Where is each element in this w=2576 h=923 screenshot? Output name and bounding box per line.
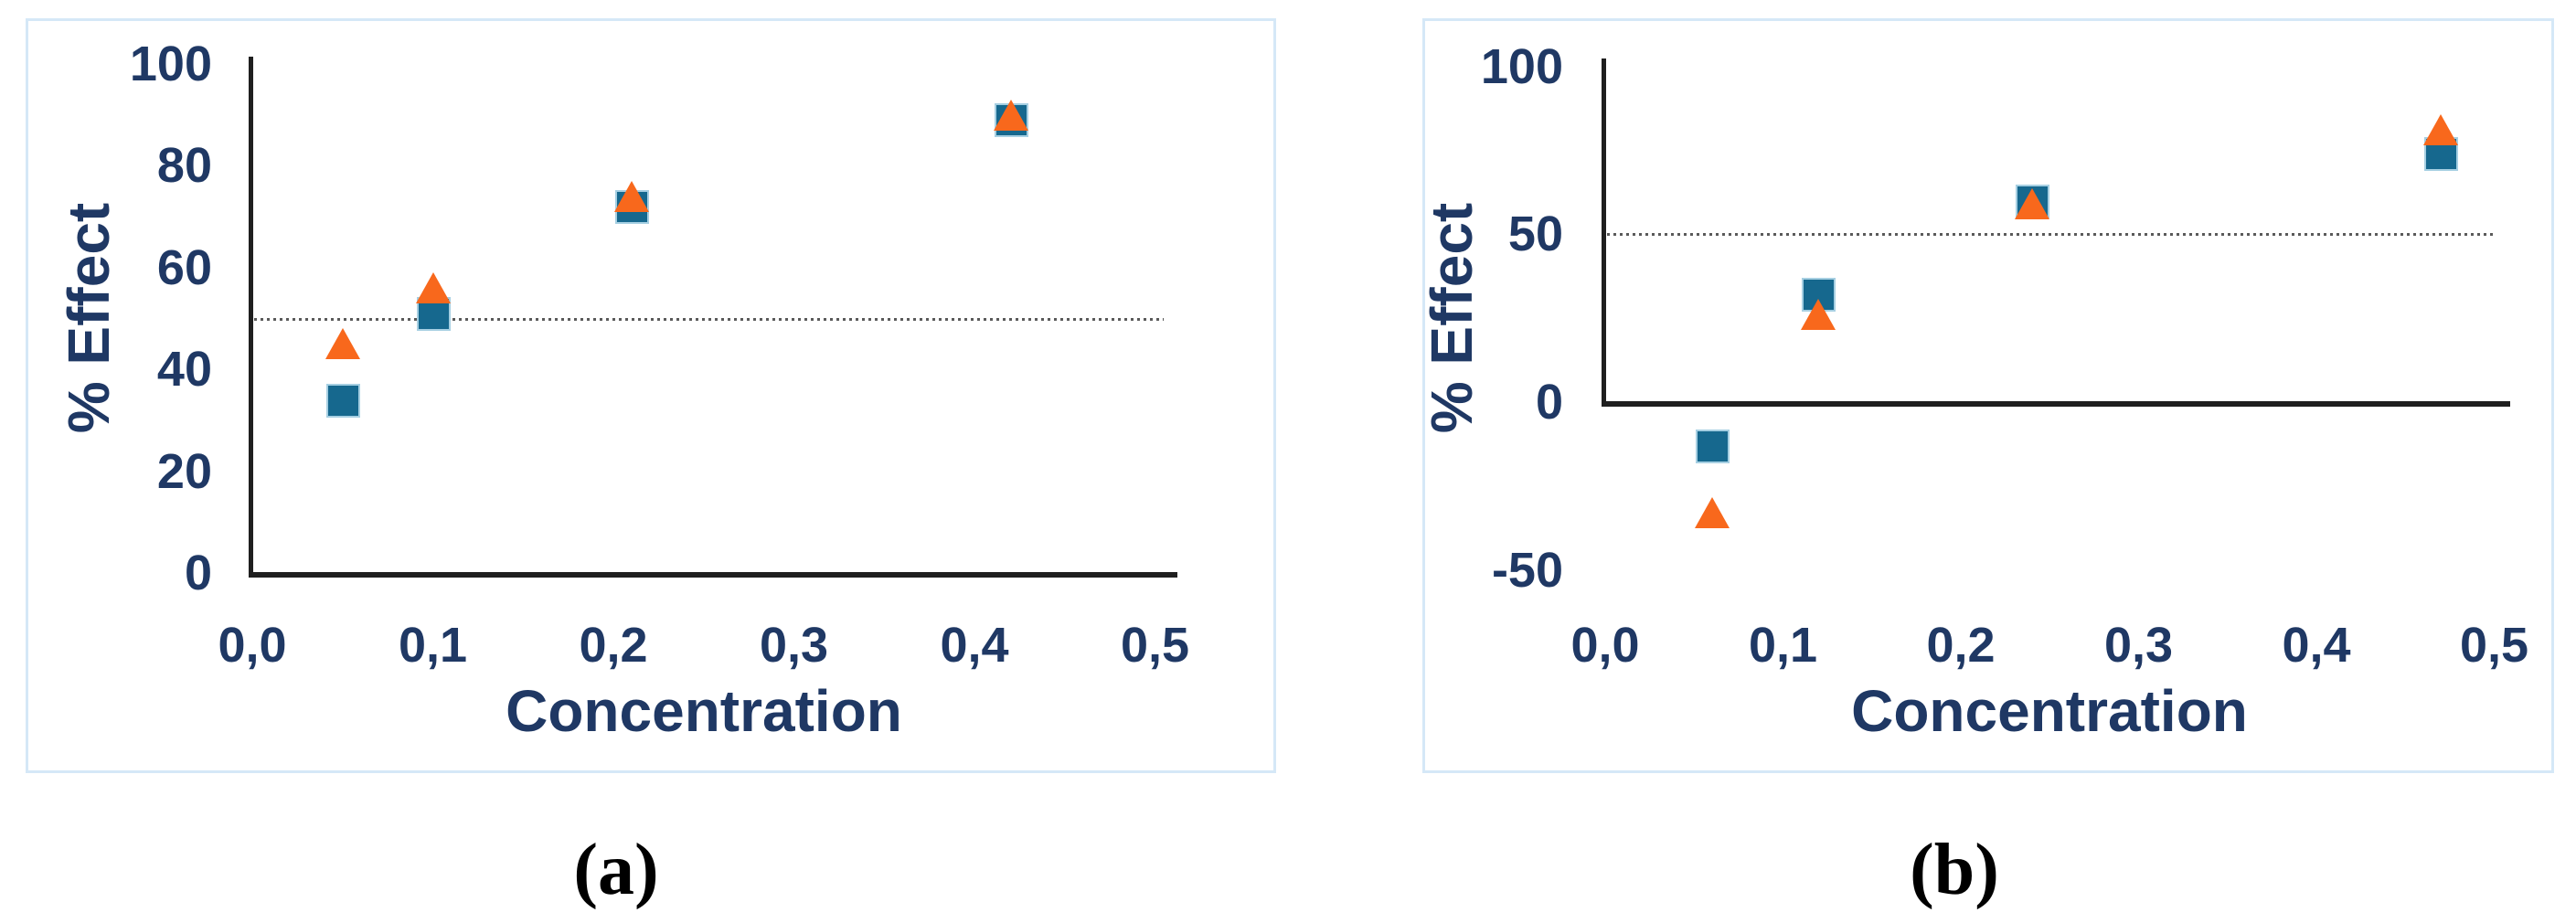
reference-line-50pct xyxy=(1607,233,2496,237)
y-tick-label: 40 xyxy=(156,342,212,398)
scatter-point-triangle xyxy=(1694,497,1730,529)
y-tick-label: 20 xyxy=(156,443,212,499)
y-tick-label: 80 xyxy=(156,138,212,194)
x-tick-label: 0,2 xyxy=(1926,618,1996,673)
x-tick-label: 0,0 xyxy=(218,618,287,673)
panel-caption-b: (b) xyxy=(1910,830,1999,910)
x-tick-label: 0,4 xyxy=(940,618,1009,673)
y-tick-label: 0 xyxy=(1535,375,1563,430)
x-tick-label: 0,3 xyxy=(2103,618,2174,673)
y-axis-line xyxy=(249,57,253,576)
x-axis-title-b: Concentration xyxy=(1851,678,2248,744)
scatter-point-triangle xyxy=(2423,114,2459,146)
x-tick-label: 0,3 xyxy=(759,618,829,673)
scatter-point-triangle xyxy=(325,328,360,360)
y-tick-label: 50 xyxy=(1507,207,1563,262)
scatter-point-square xyxy=(1695,429,1730,463)
x-tick-label: 0,5 xyxy=(2459,618,2529,673)
x-tick-label: 0,1 xyxy=(398,618,468,673)
panel-caption-a: (a) xyxy=(573,830,659,910)
x-axis-line xyxy=(249,572,1177,578)
x-tick-label: 0,0 xyxy=(1570,618,1640,673)
x-tick-label: 0,2 xyxy=(579,618,648,673)
scatter-point-triangle xyxy=(1801,299,1836,331)
y-axis-line xyxy=(1602,58,1606,405)
scatter-point-triangle xyxy=(993,99,1028,131)
reference-line-50pct xyxy=(254,317,1164,321)
x-tick-label: 0,1 xyxy=(1748,618,1818,673)
scatter-point-triangle xyxy=(415,272,451,304)
y-tick-label: 100 xyxy=(129,37,212,91)
y-tick-label: 60 xyxy=(156,239,212,295)
x-tick-label: 0,5 xyxy=(1120,618,1190,673)
x-axis-line xyxy=(1602,401,2510,407)
y-tick-label: 100 xyxy=(1480,38,1563,94)
scatter-point-triangle xyxy=(613,180,649,212)
scatter-point-square xyxy=(325,383,360,418)
chart-panel-b xyxy=(1422,18,2554,773)
y-axis-title-a: % Effect xyxy=(56,202,122,434)
x-tick-label: 0,4 xyxy=(2282,618,2351,673)
chart-panel-a xyxy=(26,18,1276,773)
y-tick-label: -50 xyxy=(1491,542,1563,598)
scatter-point-triangle xyxy=(2014,188,2049,220)
y-tick-label: 0 xyxy=(184,546,212,600)
x-axis-title-a: Concentration xyxy=(506,678,902,744)
